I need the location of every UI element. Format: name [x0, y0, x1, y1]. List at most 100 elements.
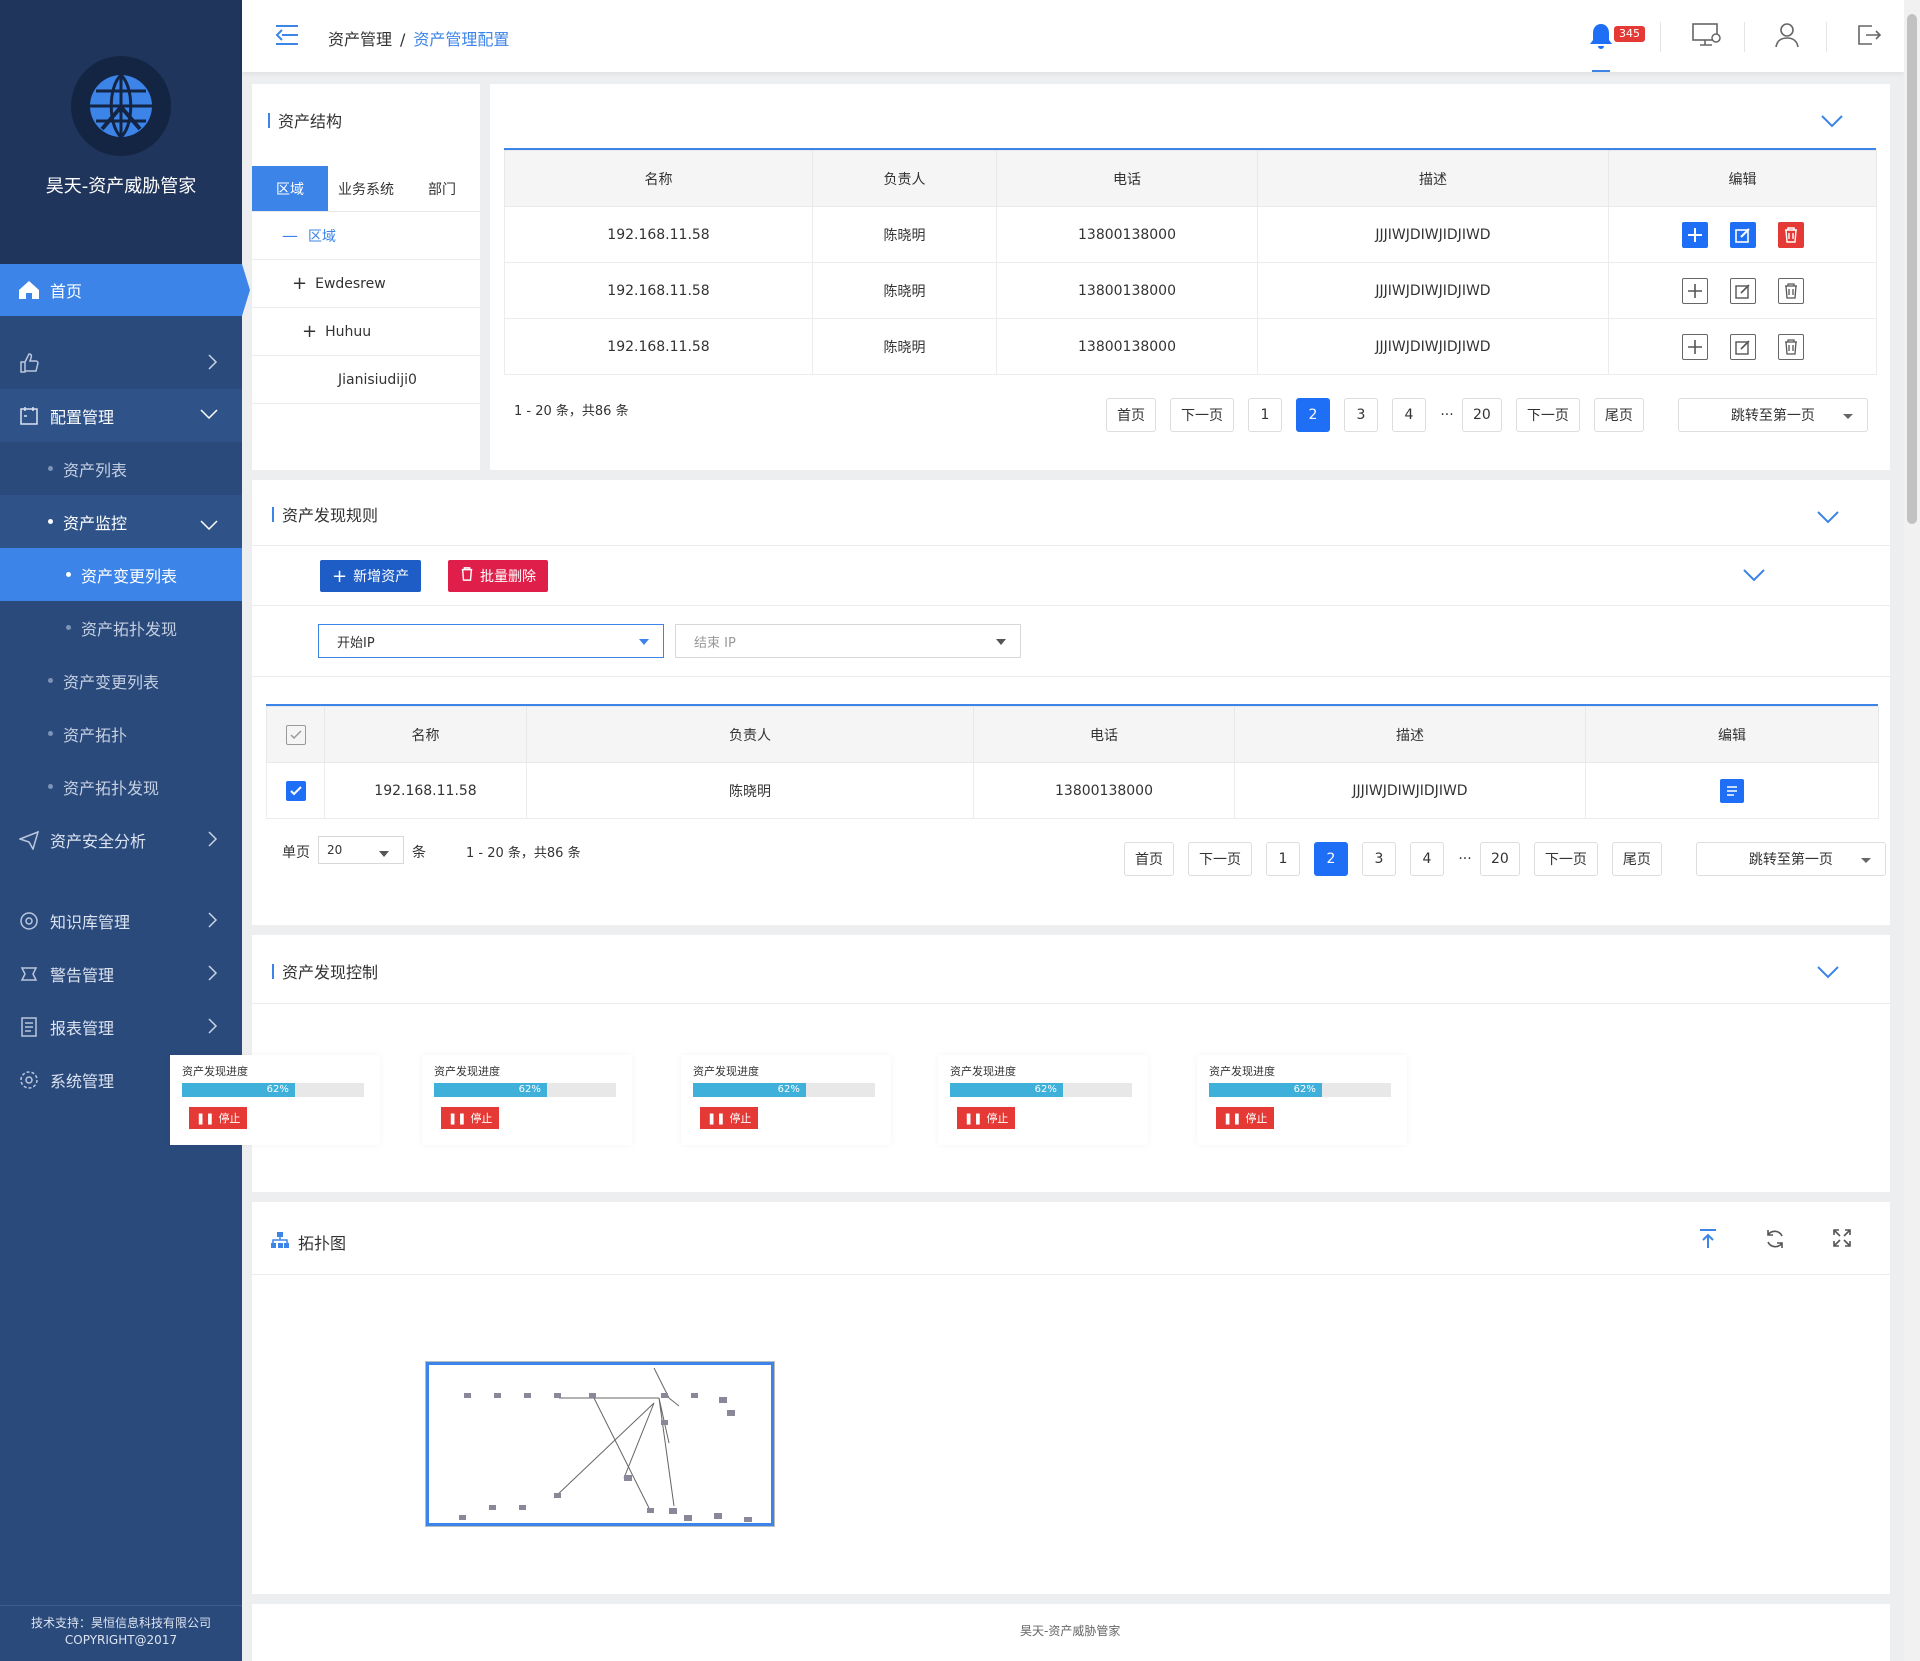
page-button[interactable]: 4	[1392, 398, 1426, 432]
add-icon[interactable]	[1681, 333, 1708, 360]
cell-actions	[1608, 318, 1877, 375]
page-last-button[interactable]: 尾页	[1593, 398, 1644, 432]
progress-fill: 62%	[1209, 1083, 1322, 1097]
sidebar-item-knowledge[interactable]: 知识库管理	[0, 894, 242, 947]
stop-button[interactable]: ❚❚ 停止	[1216, 1107, 1275, 1129]
delete-icon[interactable]	[1777, 333, 1804, 360]
scrollbar-thumb[interactable]	[1907, 14, 1917, 524]
page-button[interactable]: 1	[1248, 398, 1282, 432]
sidebar-item-security-analysis[interactable]: 资产安全分析	[0, 813, 242, 866]
collapse-menu-icon[interactable]	[274, 22, 300, 48]
sidebar-item-alert[interactable]: 警告管理	[0, 947, 242, 1000]
page-button[interactable]: 20	[1462, 398, 1502, 432]
collapse-icon[interactable]	[1820, 114, 1844, 130]
sidebar-item-asset-list[interactable]: 资产列表	[0, 442, 242, 495]
page-button[interactable]: 1	[1266, 842, 1300, 876]
per-page-select[interactable]: 20	[318, 836, 404, 864]
edit-icon[interactable]	[1729, 277, 1756, 304]
page-prev-button[interactable]: 下一页	[1188, 842, 1252, 876]
logout-icon[interactable]	[1856, 22, 1884, 50]
tab-business[interactable]: 业务系统	[328, 166, 404, 212]
collapse-icon[interactable]	[1816, 510, 1840, 526]
stop-button[interactable]: ❚❚ 停止	[700, 1107, 759, 1129]
add-icon[interactable]	[1681, 277, 1708, 304]
collapse-icon[interactable]	[1816, 965, 1840, 981]
tree-item-region[interactable]: — 区域	[252, 212, 480, 260]
sidebar-item-report[interactable]: 报表管理	[0, 1000, 242, 1053]
stop-button[interactable]: ❚❚ 停止	[189, 1107, 248, 1129]
plus-icon[interactable]: +	[292, 273, 308, 294]
fullscreen-icon[interactable]	[1832, 1228, 1852, 1252]
sidebar-item-home[interactable]: 首页	[0, 264, 250, 316]
start-ip-select[interactable]: 开始IP	[318, 624, 664, 658]
page-prev-button[interactable]: 下一页	[1170, 398, 1234, 432]
page-button[interactable]: 3	[1344, 398, 1378, 432]
topology-canvas[interactable]	[426, 1362, 774, 1526]
table-header: 名称 负责人 电话 描述 编辑	[266, 706, 1879, 763]
user-icon[interactable]	[1774, 22, 1802, 50]
breadcrumb-item[interactable]: 资产管理	[328, 30, 393, 49]
edit-icon[interactable]	[1729, 333, 1756, 360]
tree-item[interactable]: + Ewdesrew	[252, 260, 480, 308]
row-checkbox[interactable]	[285, 780, 306, 801]
refresh-icon[interactable]	[1764, 1228, 1786, 1254]
sidebar-item-config[interactable]: 配置管理	[0, 389, 242, 442]
sidebar-item-asset-topo-discover-sub[interactable]: 资产拓扑发现	[0, 601, 242, 654]
page-next-button[interactable]: 下一页	[1533, 842, 1598, 876]
sidebar-item-asset-topo-discover[interactable]: 资产拓扑发现	[0, 760, 242, 813]
minus-icon[interactable]: —	[282, 226, 298, 245]
page-button[interactable]: 3	[1362, 842, 1396, 876]
page-last-button[interactable]: 尾页	[1611, 842, 1662, 876]
batch-delete-button[interactable]: 批量删除	[448, 560, 548, 592]
chevron-down-icon	[200, 407, 218, 423]
column-header: 描述	[1257, 150, 1609, 207]
page-next-button[interactable]: 下一页	[1515, 398, 1580, 432]
tree-item[interactable]: + Huhuu	[252, 308, 480, 356]
page-button-current[interactable]: 2	[1296, 398, 1330, 432]
panel-title: 拓扑图	[298, 1234, 347, 1253]
per-page-unit: 条	[412, 845, 426, 861]
collapse-icon[interactable]	[1742, 568, 1766, 584]
page-ellipsis: ···	[1458, 842, 1472, 876]
page-first-button[interactable]: 首页	[1124, 842, 1174, 876]
sidebar-item-system[interactable]: 系统管理	[0, 1053, 242, 1106]
monitor-settings-icon[interactable]	[1692, 22, 1721, 50]
tab-department[interactable]: 部门	[404, 166, 480, 212]
upload-icon[interactable]	[1698, 1228, 1718, 1254]
page-button-current[interactable]: 2	[1314, 842, 1348, 876]
column-header: 编辑	[1608, 150, 1877, 207]
bell-icon[interactable]	[1588, 22, 1616, 50]
select-all-checkbox[interactable]	[285, 724, 306, 745]
table-header: 名称 负责人 电话 描述 编辑	[504, 150, 1877, 207]
sidebar-item-thumb[interactable]	[0, 336, 242, 389]
sidebar-item-asset-change-list[interactable]: 资产变更列表	[0, 654, 242, 707]
detail-icon[interactable]	[1720, 778, 1744, 803]
scrollbar[interactable]	[1904, 0, 1920, 1661]
page-jump-select[interactable]: 跳转至第一页	[1677, 398, 1868, 432]
logo-area: 昊天-资产威胁管家	[0, 0, 242, 264]
delete-icon[interactable]	[1777, 221, 1804, 248]
sidebar-item-asset-change-list-sub[interactable]: 资产变更列表	[0, 548, 242, 601]
add-icon[interactable]	[1681, 221, 1708, 248]
page-first-button[interactable]: 首页	[1106, 398, 1156, 432]
plus-icon[interactable]: +	[302, 321, 318, 342]
page-button[interactable]: 20	[1480, 842, 1520, 876]
topology-graph	[459, 1367, 752, 1522]
delete-icon[interactable]	[1777, 277, 1804, 304]
stop-button[interactable]: ❚❚ 停止	[441, 1107, 500, 1129]
progress-card: 资产发现进度 62% ❚❚ 停止	[938, 1055, 1148, 1145]
end-ip-select[interactable]: 结束 IP	[675, 624, 1021, 658]
report-icon	[18, 1016, 40, 1038]
tree-item[interactable]: Jianisiudiji0	[252, 356, 480, 404]
sidebar-item-asset-topo[interactable]: 资产拓扑	[0, 707, 242, 760]
add-asset-button[interactable]: + 新增资产	[320, 560, 422, 592]
stop-button[interactable]: ❚❚ 停止	[957, 1107, 1016, 1129]
sidebar-item-asset-monitor[interactable]: 资产监控	[0, 495, 242, 548]
page-jump-select[interactable]: 跳转至第一页	[1695, 842, 1886, 876]
page-button[interactable]: 4	[1410, 842, 1444, 876]
button-label: 批量删除	[480, 569, 536, 585]
button-label: 停止	[470, 1112, 493, 1125]
tab-region[interactable]: 区域	[252, 166, 328, 212]
edit-icon[interactable]	[1729, 221, 1756, 248]
discovery-rules-panel: 资产发现规则 + 新增资产 批量删除 开始IP 结束 IP 名称 负责人 电话 描…	[252, 480, 1890, 925]
